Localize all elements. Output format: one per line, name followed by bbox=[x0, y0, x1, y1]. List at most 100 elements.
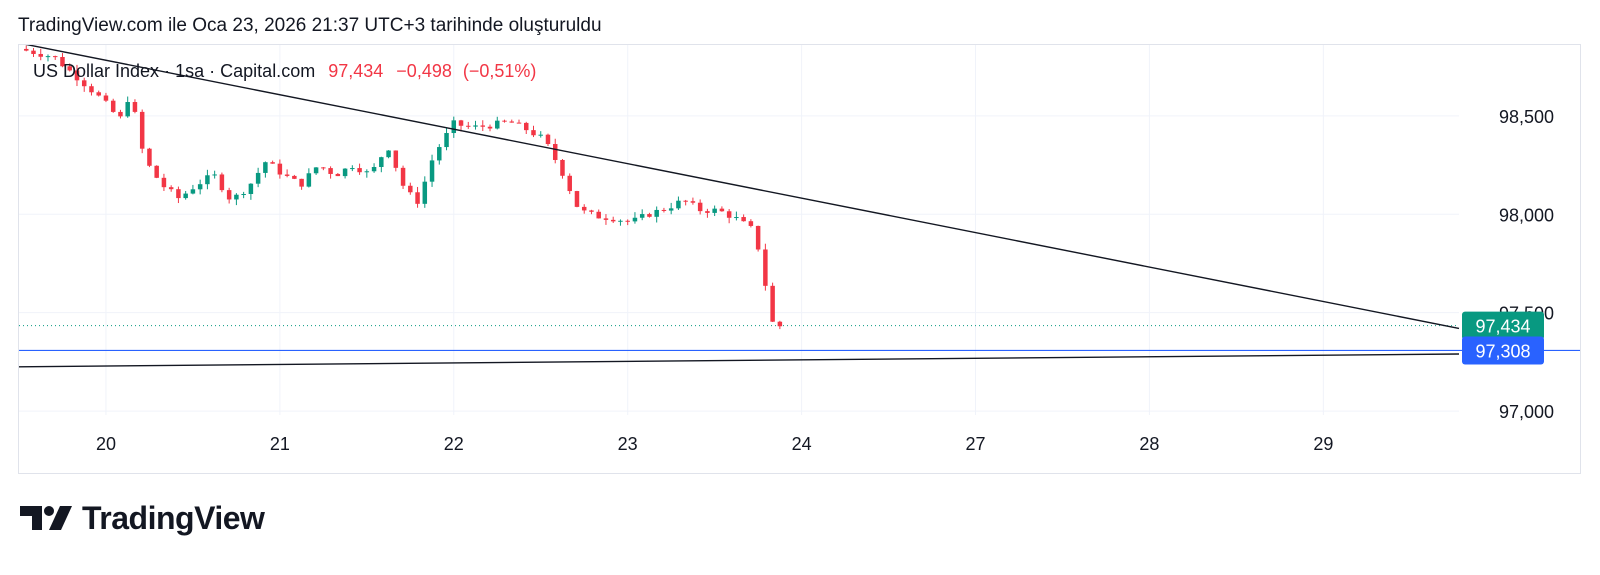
horizontal-level-badge bbox=[1462, 336, 1544, 365]
candle-up bbox=[263, 162, 268, 173]
candle-down bbox=[552, 144, 558, 160]
candle-down bbox=[683, 200, 688, 202]
candle-up bbox=[639, 214, 645, 218]
candle-down bbox=[103, 95, 109, 101]
candle-down bbox=[415, 192, 420, 204]
candle-down bbox=[60, 56, 65, 67]
candle-down bbox=[31, 50, 36, 54]
candle-up bbox=[632, 217, 638, 222]
candle-up bbox=[437, 147, 442, 161]
candle-down bbox=[770, 285, 775, 322]
candle-down bbox=[777, 321, 783, 327]
candle-down bbox=[625, 220, 630, 222]
candle-down bbox=[168, 187, 174, 190]
candle-down bbox=[502, 120, 507, 122]
candle-up bbox=[473, 125, 478, 127]
candle-down bbox=[393, 150, 399, 168]
trendlines bbox=[19, 45, 1460, 368]
candle-up bbox=[364, 171, 370, 173]
candle-down bbox=[139, 111, 145, 149]
grid-lines bbox=[19, 45, 1459, 415]
candle-down bbox=[161, 177, 167, 188]
candle-up bbox=[234, 194, 239, 200]
candle-up bbox=[350, 168, 355, 170]
candle-down bbox=[719, 208, 725, 212]
candle-down bbox=[328, 168, 333, 174]
candle-down bbox=[219, 174, 225, 191]
time-tick-label: 24 bbox=[792, 434, 812, 454]
candle-down bbox=[603, 218, 609, 220]
candle-up bbox=[538, 134, 543, 136]
candle-up bbox=[654, 209, 659, 217]
time-tick-label: 28 bbox=[1139, 434, 1159, 454]
candle-down bbox=[697, 202, 703, 212]
candle-down bbox=[277, 163, 283, 175]
candle-down bbox=[38, 53, 43, 57]
candle-down bbox=[74, 70, 80, 81]
candle-up bbox=[668, 208, 674, 211]
time-tick-label: 29 bbox=[1313, 434, 1333, 454]
candle-down bbox=[154, 165, 159, 178]
time-tick-label: 23 bbox=[618, 434, 638, 454]
candle-down bbox=[81, 80, 87, 87]
candle-down bbox=[458, 120, 464, 126]
candle-up bbox=[248, 183, 254, 195]
trendline-lower bbox=[19, 353, 1460, 368]
price-tick-label: 98,500 bbox=[1499, 107, 1554, 127]
legend-separator-2: · bbox=[209, 61, 216, 81]
candle-down bbox=[132, 102, 138, 112]
candle-up bbox=[495, 120, 500, 129]
candle-up bbox=[386, 150, 391, 158]
candle-down bbox=[567, 175, 572, 192]
candle-up bbox=[205, 175, 210, 185]
candle-down bbox=[292, 175, 297, 179]
candle-down bbox=[24, 48, 29, 51]
symbol-legend[interactable]: US Dollar Index · 1sa · Capital.com 97,4… bbox=[33, 61, 536, 82]
candle-down bbox=[118, 111, 123, 117]
candle-up bbox=[183, 193, 188, 199]
candle-down bbox=[335, 173, 341, 177]
time-tick-label: 21 bbox=[270, 434, 290, 454]
candle-down bbox=[147, 148, 152, 166]
candle-down bbox=[763, 249, 768, 286]
chart-caption: TradingView.com ile Oca 23, 2026 21:37 U… bbox=[18, 15, 602, 36]
brand-name: TradingView bbox=[82, 499, 265, 536]
time-tick-label: 22 bbox=[444, 434, 464, 454]
candle-down bbox=[741, 217, 746, 222]
candle-up bbox=[379, 157, 384, 168]
candle-down bbox=[545, 134, 551, 145]
time-tick-label: 27 bbox=[966, 434, 986, 454]
legend-separator-1: · bbox=[164, 61, 171, 81]
price-tick-label: 98,000 bbox=[1499, 205, 1554, 225]
candle-up bbox=[422, 181, 428, 204]
legend-change-pct: (−0,51%) bbox=[462, 61, 537, 81]
candle-up bbox=[371, 167, 377, 172]
candle-down bbox=[466, 125, 471, 127]
tradingview-brand[interactable]: TradingView bbox=[20, 498, 265, 538]
candle-down bbox=[357, 168, 362, 173]
candle-down bbox=[531, 130, 536, 136]
candle-down bbox=[487, 126, 493, 129]
candle-down bbox=[67, 66, 72, 71]
legend-price: 97,434 bbox=[328, 61, 384, 81]
tradingview-logo-icon bbox=[20, 506, 72, 530]
price-levels bbox=[19, 325, 1580, 352]
candle-down bbox=[610, 219, 616, 222]
candle-down bbox=[574, 191, 580, 207]
candle-up bbox=[212, 174, 217, 176]
last-price-badge-label: 97,434 bbox=[1475, 317, 1530, 337]
candle-down bbox=[400, 167, 406, 186]
candle-down bbox=[480, 125, 486, 127]
candle-up bbox=[734, 217, 739, 219]
candle-down bbox=[661, 209, 667, 211]
candle-up bbox=[451, 120, 457, 134]
candle-down bbox=[176, 189, 181, 199]
time-tick-label: 20 bbox=[96, 434, 116, 454]
candle-down bbox=[705, 211, 710, 213]
candle-up bbox=[306, 173, 312, 187]
candle-up bbox=[342, 168, 348, 177]
candle-down bbox=[748, 221, 754, 226]
